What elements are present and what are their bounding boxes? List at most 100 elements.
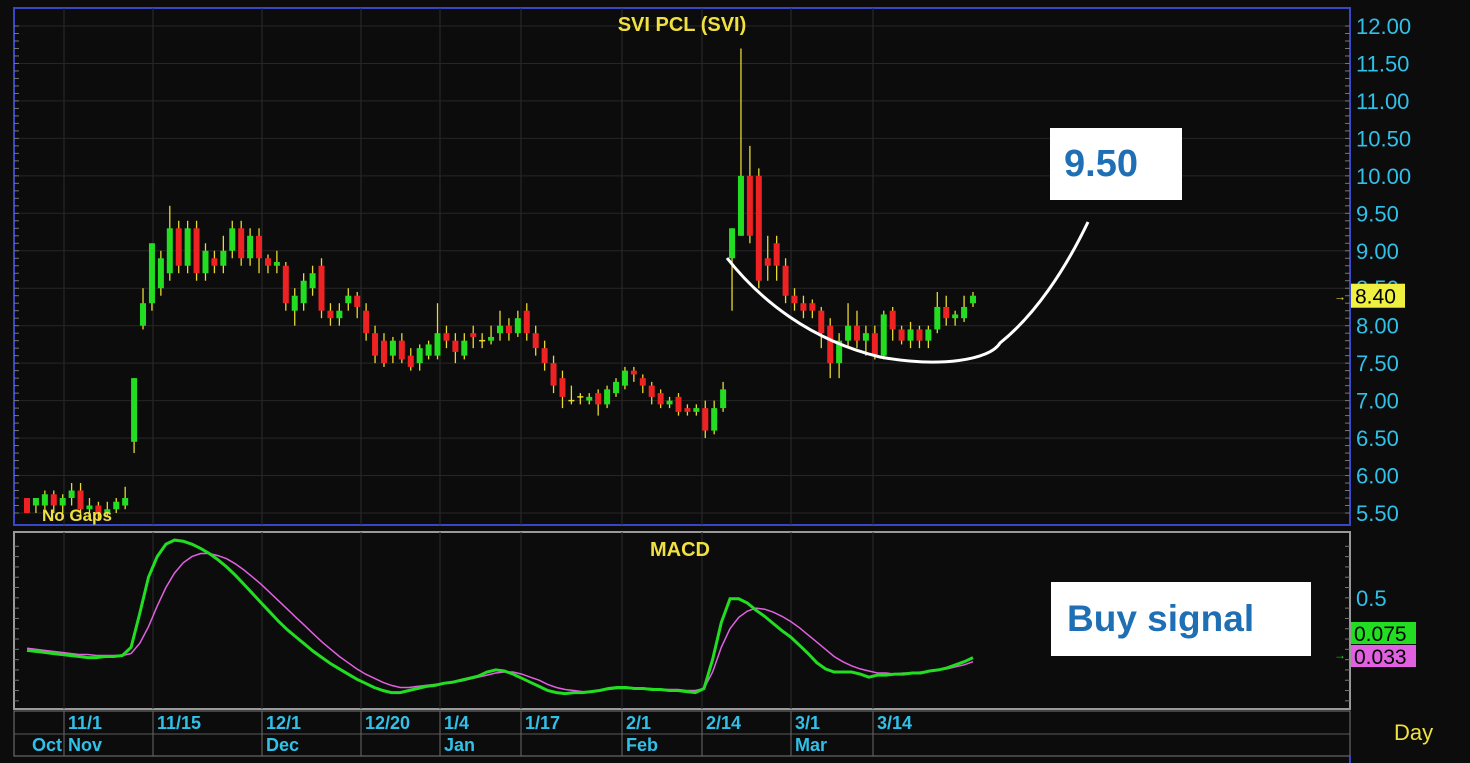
candlestick — [666, 396, 673, 409]
candlestick — [907, 321, 914, 349]
candlestick — [684, 404, 691, 416]
candlestick — [746, 145, 753, 244]
candlestick — [282, 262, 289, 311]
candlestick — [479, 333, 486, 349]
candlestick — [702, 400, 709, 439]
candlestick — [586, 393, 593, 405]
candlestick — [639, 374, 646, 394]
last-price-tag — [1351, 283, 1405, 308]
candlestick — [729, 228, 736, 311]
price-axis-tick: 9.50 — [1356, 201, 1399, 226]
candlestick — [764, 235, 771, 281]
candlestick — [407, 348, 414, 371]
candlestick — [345, 288, 352, 311]
signal-line — [26, 552, 974, 693]
macd-value-label: 0.075 — [1354, 623, 1407, 646]
candlestick — [363, 303, 370, 341]
period-label: Day — [1394, 720, 1433, 745]
candlestick — [336, 303, 343, 326]
candlestick — [755, 168, 762, 289]
candlestick — [523, 303, 530, 341]
x-axis-month-label: Feb — [626, 735, 658, 755]
x-axis-date-label: 2/1 — [626, 713, 651, 733]
candlestick — [389, 336, 396, 364]
candlestick — [166, 205, 173, 281]
candlestick — [220, 235, 227, 274]
candlestick — [175, 220, 182, 274]
candlestick — [898, 325, 905, 345]
price-axis-tick: 7.50 — [1356, 351, 1399, 376]
x-axis-date-label: 11/1 — [68, 713, 102, 733]
x-axis-date-label: 1/17 — [525, 713, 560, 733]
candlestick — [416, 344, 423, 371]
x-axis-date-label: 12/20 — [365, 713, 410, 733]
candlestick — [720, 381, 727, 412]
macd-axis-tick: 0.5 — [1356, 586, 1387, 611]
candlestick — [247, 228, 254, 266]
candlestick — [32, 498, 39, 513]
candlestick — [514, 310, 521, 337]
candlestick — [675, 393, 682, 416]
candlestick — [916, 325, 923, 349]
candlestick — [845, 303, 852, 349]
price-axis-tick: 11.00 — [1356, 89, 1409, 114]
candlestick — [604, 385, 611, 409]
svg-text:→: → — [1334, 290, 1346, 304]
price-axis-tick: 6.50 — [1356, 426, 1399, 451]
candlestick — [273, 250, 280, 274]
macd-value-label: 0.033 — [1354, 646, 1407, 669]
price-axis-tick: 5.50 — [1356, 501, 1399, 526]
candlestick — [818, 306, 825, 349]
price-axis-tick: 12.00 — [1356, 14, 1411, 39]
x-axis-month-label: Dec — [266, 735, 299, 755]
candlestick — [24, 498, 30, 513]
candlestick — [238, 220, 245, 266]
candlestick — [113, 498, 120, 513]
price-axis-tick: 10.00 — [1356, 164, 1411, 189]
candlestick — [300, 273, 307, 311]
candlestick — [613, 378, 620, 397]
candlestick — [50, 490, 57, 513]
candlestick — [470, 325, 477, 349]
candlestick — [871, 325, 878, 360]
candlestick — [452, 333, 459, 364]
candlestick — [782, 258, 789, 304]
price-axis-tick: 11.50 — [1356, 51, 1409, 76]
price-axis-tick: 9.00 — [1356, 239, 1399, 264]
x-axis-month-label: Mar — [795, 735, 827, 755]
x-axis-month-label: Oct — [32, 735, 62, 755]
candlestick — [791, 288, 798, 311]
candlestick — [264, 254, 271, 274]
x-axis-date-label: 1/4 — [444, 713, 469, 733]
candlestick — [577, 393, 584, 405]
svg-text:→: → — [1334, 648, 1346, 662]
x-axis-month-label: Jan — [444, 735, 475, 755]
price-axis-tick: 7.00 — [1356, 389, 1399, 414]
macd-title: MACD — [650, 539, 710, 561]
candlestick — [532, 325, 539, 356]
no-gaps-annotation: No Gaps — [42, 506, 112, 525]
candlestick — [229, 220, 236, 259]
x-axis-date-label: 12/1 — [266, 713, 301, 733]
candlestick — [800, 295, 807, 319]
macd-value-tag — [1351, 645, 1416, 667]
candlestick — [836, 333, 843, 379]
candlestick — [256, 228, 263, 274]
candlestick — [952, 310, 959, 326]
price-panel — [24, 48, 976, 521]
candlestick — [41, 490, 48, 510]
candlestick — [648, 381, 655, 405]
axes: 12.0011.5011.0010.5010.009.509.008.508.0… — [14, 14, 1416, 755]
candlestick — [889, 306, 896, 341]
candlestick — [131, 378, 138, 454]
candlestick — [122, 486, 129, 510]
x-axis-date-label: 11/15 — [157, 713, 201, 733]
price-target-value: 9.50 — [1064, 142, 1138, 185]
candlestick — [827, 318, 834, 379]
candlestick — [86, 498, 93, 517]
price-target-callout: 9.50 — [1050, 128, 1182, 200]
candlestick — [59, 494, 66, 513]
candlestick — [497, 310, 503, 341]
macd-panel — [26, 538, 974, 696]
